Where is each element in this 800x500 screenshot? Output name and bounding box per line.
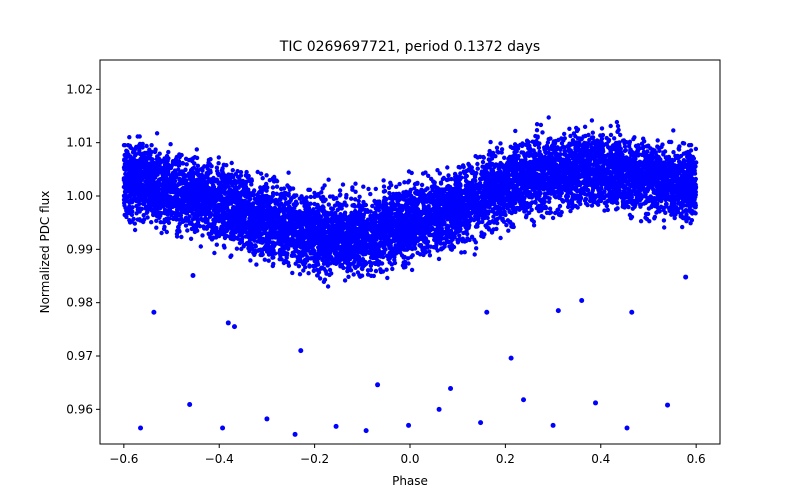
- outlier-point: [220, 425, 226, 431]
- y-axis-label: Normalized PDC flux: [38, 191, 52, 314]
- chart-title: TIC 0269697721, period 0.1372 days: [279, 39, 540, 55]
- outlier-point: [550, 422, 556, 428]
- x-tick-label: 0.6: [687, 452, 706, 466]
- x-axis: −0.6 −0.4 −0.2 0.0 0.2 0.4 0.6: [109, 444, 706, 466]
- outlier-point: [624, 425, 630, 431]
- outlier-point: [406, 422, 412, 428]
- y-tick-label: 0.96: [66, 402, 93, 416]
- data-points: [121, 115, 699, 289]
- y-tick-label: 0.98: [66, 296, 93, 310]
- outlier-point: [375, 382, 381, 388]
- x-tick-label: −0.4: [205, 452, 234, 466]
- outlier-point: [138, 425, 144, 431]
- outlier-points: [138, 272, 689, 437]
- outlier-point: [478, 420, 484, 426]
- outlier-point: [579, 298, 585, 304]
- outlier-point: [665, 402, 671, 408]
- outlier-point: [629, 309, 635, 315]
- outlier-point: [225, 320, 231, 326]
- y-tick-label: 1.00: [66, 189, 93, 203]
- outlier-point: [187, 402, 193, 408]
- x-tick-label: −0.2: [300, 452, 329, 466]
- outlier-point: [151, 309, 157, 315]
- outlier-point: [521, 397, 527, 403]
- outlier-point: [292, 431, 298, 437]
- y-tick-label: 1.02: [66, 82, 93, 96]
- outlier-point: [484, 309, 490, 315]
- outlier-point: [231, 324, 237, 330]
- flux-point-cloud: [121, 115, 699, 289]
- outlier-point: [264, 416, 270, 422]
- y-axis: 0.96 0.97 0.98 0.99 1.00 1.01 1.02: [66, 82, 100, 416]
- x-tick-label: 0.2: [496, 452, 515, 466]
- outlier-point: [555, 308, 561, 314]
- x-tick-label: 0.0: [400, 452, 419, 466]
- y-tick-label: 0.97: [66, 349, 93, 363]
- outlier-point: [683, 274, 689, 280]
- outlier-point: [298, 348, 304, 354]
- outlier-point: [448, 386, 454, 392]
- outlier-point: [436, 406, 442, 412]
- outlier-point: [593, 400, 599, 406]
- outlier-point: [363, 428, 369, 434]
- outlier-point: [190, 272, 196, 278]
- x-tick-label: 0.4: [591, 452, 610, 466]
- y-tick-label: 1.01: [66, 136, 93, 150]
- outlier-point: [333, 423, 339, 429]
- x-axis-label: Phase: [392, 474, 428, 488]
- x-tick-label: −0.6: [109, 452, 138, 466]
- y-tick-label: 0.99: [66, 242, 93, 256]
- outlier-point: [508, 355, 514, 361]
